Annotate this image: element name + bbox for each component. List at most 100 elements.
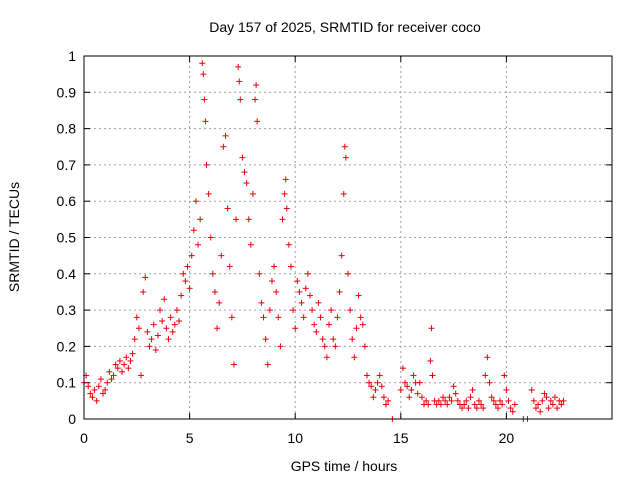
data-point bbox=[123, 354, 130, 361]
x-tick-label: 10 bbox=[287, 430, 303, 446]
data-point bbox=[200, 71, 207, 78]
data-point bbox=[131, 336, 138, 343]
data-point bbox=[503, 386, 510, 393]
data-point bbox=[323, 354, 330, 361]
data-point bbox=[199, 60, 206, 67]
y-tick-label: 0.9 bbox=[57, 84, 77, 100]
data-point bbox=[385, 397, 392, 404]
data-point bbox=[370, 394, 377, 401]
data-point bbox=[214, 325, 221, 332]
data-point bbox=[260, 314, 267, 321]
data-point bbox=[133, 314, 140, 321]
data-point bbox=[233, 216, 240, 223]
data-point bbox=[482, 372, 489, 379]
data-point bbox=[359, 321, 366, 328]
data-point bbox=[192, 198, 199, 205]
data-point bbox=[188, 252, 195, 259]
data-point bbox=[465, 405, 472, 412]
data-point bbox=[296, 288, 303, 295]
data-point bbox=[507, 405, 514, 412]
data-point bbox=[361, 343, 368, 350]
data-point bbox=[167, 314, 174, 321]
data-point bbox=[287, 263, 294, 270]
data-point bbox=[102, 386, 109, 393]
x-tick-label: 0 bbox=[80, 430, 88, 446]
data-point bbox=[428, 325, 435, 332]
data-point bbox=[494, 405, 501, 412]
data-point bbox=[178, 292, 185, 299]
data-point bbox=[332, 343, 339, 350]
data-point bbox=[315, 299, 322, 306]
x-tick-label: 15 bbox=[393, 430, 409, 446]
data-point bbox=[345, 270, 351, 277]
data-point bbox=[452, 390, 459, 397]
data-point bbox=[440, 394, 447, 401]
data-point bbox=[279, 216, 286, 223]
data-point bbox=[454, 397, 461, 404]
data-point bbox=[237, 96, 244, 103]
y-tick-label: 0.6 bbox=[57, 193, 77, 209]
data-point bbox=[112, 361, 119, 368]
grid-lines bbox=[84, 56, 612, 419]
data-point bbox=[317, 314, 324, 321]
data-point bbox=[330, 336, 337, 343]
data-point bbox=[239, 154, 246, 161]
data-point bbox=[497, 397, 504, 404]
data-point bbox=[254, 118, 261, 125]
data-point bbox=[560, 397, 567, 404]
data-point bbox=[97, 376, 104, 383]
data-point bbox=[108, 376, 115, 383]
data-point bbox=[302, 285, 309, 292]
data-point bbox=[205, 190, 212, 197]
data-point bbox=[304, 270, 311, 277]
x-axis-label: GPS time / hours bbox=[291, 458, 398, 474]
data-point bbox=[243, 180, 250, 187]
data-point bbox=[273, 288, 280, 295]
data-point bbox=[282, 176, 289, 183]
data-point bbox=[266, 307, 273, 314]
data-point bbox=[176, 317, 183, 324]
y-tick-label: 1 bbox=[68, 48, 76, 64]
x-tick-label: 20 bbox=[499, 430, 515, 446]
data-point bbox=[228, 314, 235, 321]
data-point bbox=[311, 321, 318, 328]
data-point bbox=[338, 252, 345, 259]
data-point bbox=[383, 401, 390, 408]
data-point bbox=[309, 307, 316, 314]
data-point bbox=[116, 357, 123, 364]
data-point bbox=[374, 379, 381, 386]
data-point bbox=[258, 299, 265, 306]
data-point bbox=[209, 270, 216, 277]
data-point bbox=[249, 190, 256, 197]
data-point bbox=[89, 394, 96, 401]
data-point bbox=[157, 307, 164, 314]
data-point bbox=[300, 314, 307, 321]
data-point bbox=[241, 169, 248, 176]
data-point bbox=[437, 401, 444, 408]
data-point bbox=[511, 401, 518, 408]
data-point bbox=[349, 336, 356, 343]
data-point bbox=[230, 361, 237, 368]
data-point bbox=[364, 372, 371, 379]
data-point bbox=[271, 263, 278, 270]
data-point bbox=[224, 205, 231, 212]
data-point bbox=[435, 397, 442, 404]
data-point bbox=[404, 383, 411, 390]
data-point bbox=[341, 143, 348, 150]
data-point bbox=[340, 190, 347, 197]
data-point bbox=[184, 263, 191, 270]
data-point bbox=[207, 234, 214, 241]
data-point bbox=[545, 405, 552, 412]
data-point bbox=[541, 390, 548, 397]
data-point bbox=[87, 390, 94, 397]
data-point bbox=[492, 401, 499, 408]
y-tick-label: 0.8 bbox=[57, 121, 77, 137]
data-point bbox=[450, 383, 457, 390]
data-point bbox=[203, 161, 210, 168]
y-tick-label: 0.1 bbox=[57, 375, 77, 391]
data-point bbox=[355, 292, 362, 299]
data-point bbox=[182, 278, 189, 285]
data-point bbox=[353, 325, 360, 332]
data-point bbox=[325, 321, 332, 328]
data-point bbox=[119, 368, 126, 375]
